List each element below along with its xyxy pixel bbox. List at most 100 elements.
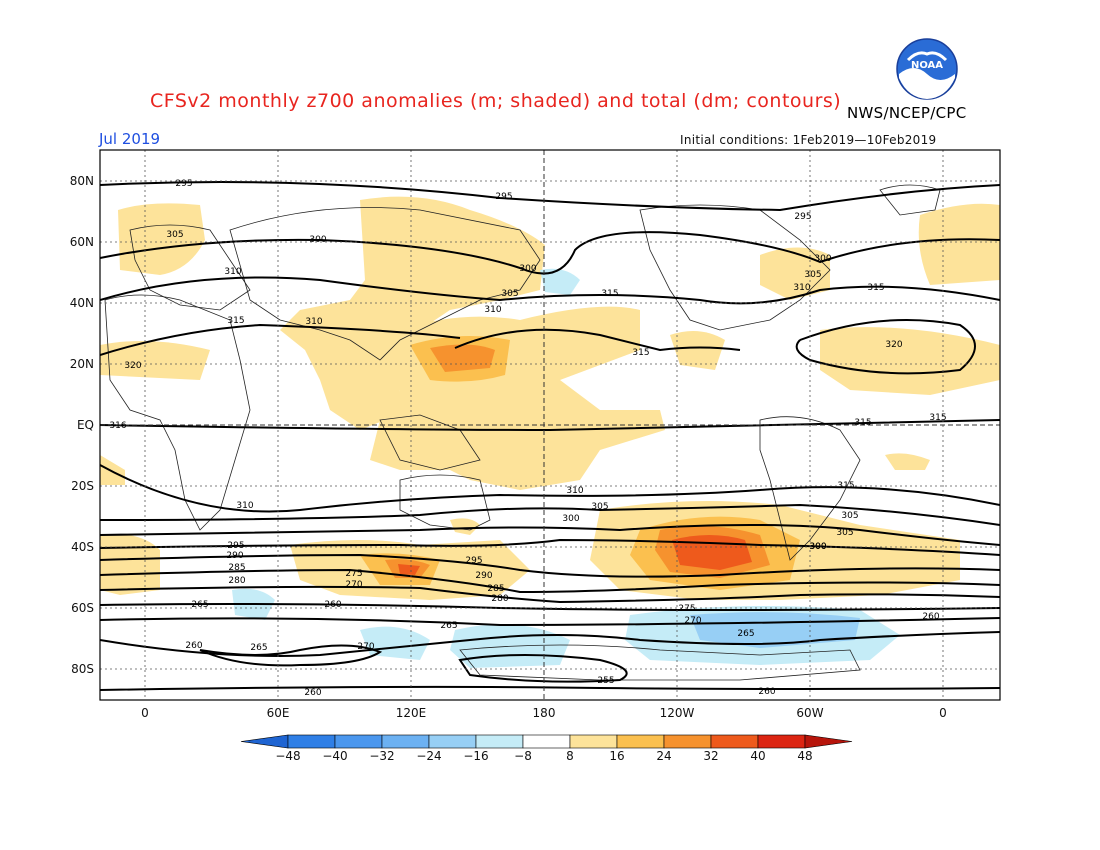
contour-label: 275 (345, 569, 362, 579)
contour-label: 310 (236, 501, 253, 511)
contour-label: 295 (175, 179, 192, 189)
chart-title: CFSv2 monthly z700 anomalies (m; shaded)… (150, 90, 842, 112)
colorbar-tick-label: −48 (275, 749, 300, 763)
contour-label: 305 (591, 502, 608, 512)
colorbar-cell (240, 734, 289, 749)
plot-frame (99, 149, 1001, 701)
contour-label: 305 (836, 528, 853, 538)
contour-label: 255 (597, 676, 614, 686)
contour-label: 310 (793, 283, 810, 293)
contour-label: 260 (922, 612, 939, 622)
colorbar-cell (710, 734, 759, 749)
contour-label: 265 (440, 621, 457, 631)
contour-label: 265 (250, 643, 267, 653)
lon-label: 0 (939, 706, 947, 720)
lat-label: 80N (70, 174, 94, 188)
contour-label: 300 (809, 542, 826, 552)
contour-label: 300 (809, 542, 826, 552)
coastlines (104, 184, 941, 681)
contour-label: 300 (309, 235, 326, 245)
lat-label: 60S (71, 601, 94, 615)
contour-label: 270 (345, 580, 362, 590)
colorbar-tick-label: −40 (322, 749, 347, 763)
contour-label: 280 (491, 594, 508, 604)
contour-label: 260 (758, 687, 775, 697)
contour-label: 305 (804, 270, 821, 280)
contour-label: 260 (304, 688, 321, 698)
lat-label: 40N (70, 296, 94, 310)
contour-label: 310 (305, 317, 322, 327)
colorbar-cell (334, 734, 383, 749)
contour-label: 265 (191, 600, 208, 610)
lon-label: 120W (660, 706, 695, 720)
latitude-labels: 80N 60N 40N 20N EQ 20S 40S 60S 80S (70, 174, 94, 676)
contour-label: 270 (357, 642, 374, 652)
lat-label: 40S (71, 540, 94, 554)
lon-label: 60E (267, 706, 290, 720)
contour-label: 315 (227, 316, 244, 326)
lon-label: 0 (141, 706, 149, 720)
anomaly-shading (100, 196, 1000, 668)
contour-label: 280 (228, 576, 245, 586)
colorbar-tick-label: −24 (416, 749, 441, 763)
contour-label: 285 (487, 584, 504, 594)
colorbar-tick-label: 24 (656, 749, 671, 763)
contour-label: 285 (228, 563, 245, 573)
contour-label: 290 (475, 571, 492, 581)
contour-label: 300 (562, 514, 579, 524)
colorbar-cell (616, 734, 665, 749)
contour-label: 310 (484, 305, 501, 315)
lon-label: 60W (796, 706, 823, 720)
contour-label: 315 (632, 348, 649, 358)
contour-label: 300 (814, 254, 831, 264)
contour-label: 315 (601, 289, 618, 299)
colorbar-cell (522, 734, 571, 749)
contour-label: 315 (837, 481, 854, 491)
colorbar-cell (757, 734, 806, 749)
contour-label: 295 (495, 192, 512, 202)
contour-label: 275 (678, 604, 695, 614)
contour-label: 290 (226, 551, 243, 561)
contour-label: 315 (854, 418, 871, 428)
contour-label: 295 (465, 556, 482, 566)
lon-label: 120E (396, 706, 427, 720)
contour-label: 310 (224, 267, 241, 277)
contour-label: 310 (566, 486, 583, 496)
contour-label: 260 (185, 641, 202, 651)
colorbar-cell (663, 734, 712, 749)
contour-label: 270 (684, 616, 701, 626)
contour-label: 315 (929, 413, 946, 423)
colorbar-cell (381, 734, 430, 749)
colorbar-tick-label: 48 (797, 749, 812, 763)
lon-label: 180 (533, 706, 556, 720)
lat-label: 20S (71, 479, 94, 493)
colorbar: −48 −40 −32 −24 −16 −8 8 16 24 32 40 48 (240, 734, 853, 763)
lat-label: 60N (70, 235, 94, 249)
colorbar-cell (569, 734, 618, 749)
lat-label: 20N (70, 357, 94, 371)
contour-label: 260 (324, 600, 341, 610)
longitude-labels: 0 60E 120E 180 120W 60W 0 (141, 706, 947, 720)
noaa-logo: NOAA (896, 38, 958, 100)
colorbar-cell (428, 734, 477, 749)
initial-conditions: Initial conditions: 1Feb2019—10Feb2019 (680, 133, 937, 147)
lat-label: EQ (77, 418, 94, 432)
contour-label: 305 (501, 289, 518, 299)
colorbar-tick-label: −32 (369, 749, 394, 763)
colorbar-tick-label: −16 (463, 749, 488, 763)
reference-lines (100, 150, 1000, 700)
contour-label: 265 (737, 629, 754, 639)
agency-label: NWS/NCEP/CPC (847, 104, 967, 122)
forecast-month: Jul 2019 (99, 130, 161, 148)
contour-label: 305 (841, 511, 858, 521)
contour-label: 320 (124, 361, 141, 371)
contour-label: 320 (885, 340, 902, 350)
colorbar-tick-label: 40 (750, 749, 765, 763)
colorbar-cell (287, 734, 336, 749)
contour-label: 316 (109, 421, 126, 431)
lat-label: 80S (71, 662, 94, 676)
colorbar-cell (475, 734, 524, 749)
contour-label: 315 (867, 283, 884, 293)
